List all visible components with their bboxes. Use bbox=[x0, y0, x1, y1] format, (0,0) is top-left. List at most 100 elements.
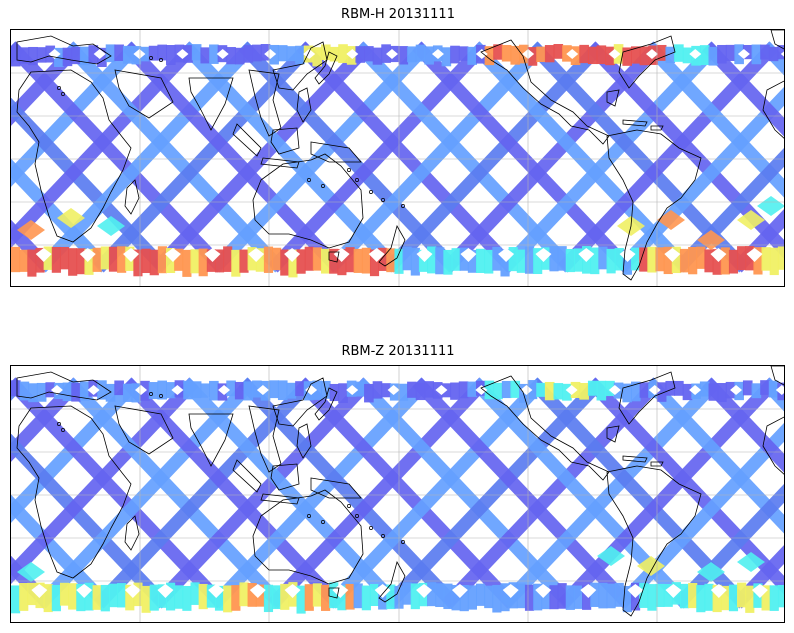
data-cell bbox=[59, 582, 70, 606]
data-cell bbox=[174, 248, 184, 271]
data-cell bbox=[19, 582, 29, 611]
data-gaps bbox=[31, 385, 784, 598]
data-cell bbox=[728, 584, 739, 612]
data-cell bbox=[557, 583, 567, 609]
island bbox=[347, 168, 351, 172]
data-cell bbox=[639, 46, 650, 66]
data-cell bbox=[524, 584, 535, 611]
data-cell bbox=[655, 583, 665, 607]
coastline-path bbox=[252, 489, 364, 585]
data-cell bbox=[321, 584, 331, 611]
data-cell bbox=[459, 247, 469, 271]
map-canvas-rbm-z bbox=[11, 366, 784, 622]
gap bbox=[648, 385, 661, 395]
gap bbox=[133, 49, 146, 59]
gap bbox=[31, 584, 48, 598]
data-cell bbox=[656, 44, 667, 61]
data-cell bbox=[280, 583, 290, 610]
data-cell bbox=[114, 380, 124, 396]
island bbox=[159, 394, 163, 398]
coastline-path bbox=[114, 405, 174, 455]
coastline-path bbox=[378, 224, 406, 267]
gap bbox=[135, 385, 148, 395]
gap bbox=[608, 385, 621, 395]
gap bbox=[737, 49, 750, 59]
coastline-path bbox=[16, 371, 112, 401]
data-cell bbox=[105, 383, 116, 402]
data-cell bbox=[28, 46, 38, 66]
data-cell bbox=[304, 246, 314, 271]
gap bbox=[305, 385, 318, 395]
gap bbox=[535, 584, 552, 598]
data-cell bbox=[19, 47, 30, 64]
data-cell bbox=[157, 380, 167, 400]
data-cell bbox=[427, 246, 437, 274]
coastline-path bbox=[480, 375, 610, 481]
data-cell bbox=[427, 582, 437, 607]
data-cell bbox=[62, 382, 73, 402]
data-cell bbox=[260, 44, 271, 61]
data-cell bbox=[622, 249, 632, 275]
gap bbox=[124, 584, 141, 598]
data-cell bbox=[606, 583, 616, 609]
data-cell bbox=[484, 249, 494, 274]
island bbox=[159, 58, 163, 62]
coastline-path bbox=[270, 463, 300, 491]
data-cell bbox=[338, 383, 348, 404]
data-cell bbox=[777, 246, 784, 270]
data-cell bbox=[682, 383, 693, 401]
data-cell bbox=[614, 582, 624, 607]
data-cell bbox=[149, 249, 159, 276]
data-cell bbox=[88, 45, 99, 64]
data-cell bbox=[682, 47, 693, 64]
data-cell bbox=[717, 383, 727, 403]
gap bbox=[216, 49, 229, 59]
data-cell bbox=[117, 583, 127, 608]
data-cell bbox=[372, 381, 383, 399]
data-cell bbox=[369, 249, 380, 277]
gap bbox=[502, 584, 519, 598]
data-cell bbox=[45, 382, 56, 398]
data-cell bbox=[768, 46, 779, 62]
map-canvas-rbm-h bbox=[11, 30, 784, 286]
gap bbox=[256, 385, 269, 395]
data-cell bbox=[84, 248, 94, 275]
data-cell bbox=[68, 583, 78, 610]
gap bbox=[780, 51, 784, 57]
data-cell bbox=[598, 246, 608, 270]
data-cell bbox=[117, 246, 127, 273]
gap bbox=[689, 385, 702, 395]
data-cell bbox=[247, 247, 257, 271]
data-cell bbox=[125, 584, 135, 611]
island bbox=[307, 178, 311, 182]
data-cell bbox=[182, 585, 192, 611]
coastline-path bbox=[480, 39, 610, 145]
gap bbox=[35, 248, 52, 262]
coastline-path bbox=[124, 515, 140, 551]
data-cell bbox=[11, 380, 21, 397]
coastline-path bbox=[378, 560, 406, 603]
data-cell bbox=[745, 585, 755, 613]
data-cell bbox=[565, 585, 575, 610]
data-cell bbox=[663, 246, 673, 275]
gap bbox=[416, 584, 433, 598]
data-cell bbox=[415, 44, 426, 62]
data-cell bbox=[209, 44, 219, 64]
coastline-path bbox=[328, 587, 340, 599]
data-cell bbox=[386, 248, 396, 273]
data-cell bbox=[467, 249, 477, 273]
data-cell bbox=[717, 44, 727, 64]
data-cell bbox=[596, 380, 607, 401]
data-cell bbox=[35, 247, 45, 273]
data-cell bbox=[476, 248, 486, 273]
island bbox=[381, 534, 385, 538]
coastline-path bbox=[232, 123, 300, 169]
island bbox=[321, 520, 325, 524]
data-cell bbox=[647, 584, 657, 611]
island bbox=[61, 92, 65, 96]
data-cell bbox=[198, 583, 208, 610]
data-cell bbox=[133, 582, 143, 607]
data-cell bbox=[777, 45, 784, 60]
gap bbox=[284, 584, 301, 598]
data-cell bbox=[364, 383, 374, 403]
